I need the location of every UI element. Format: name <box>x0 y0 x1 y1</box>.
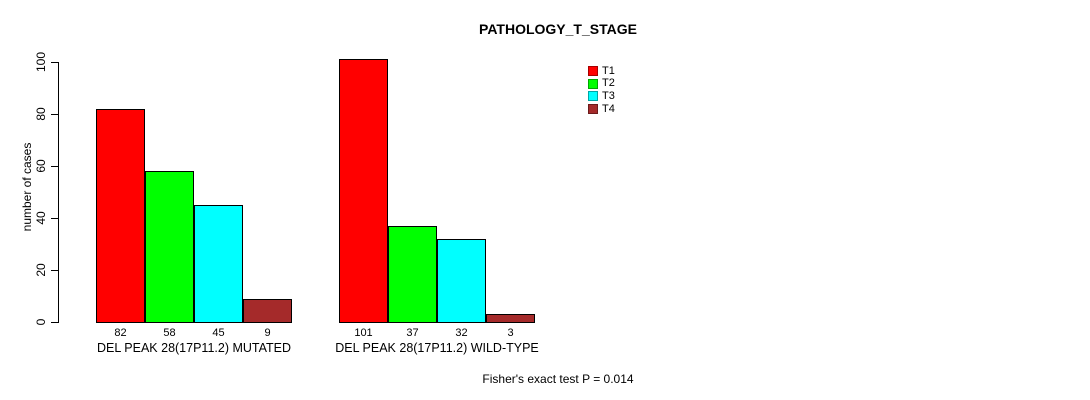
x-category-label: DEL PEAK 28(17P11.2) MUTATED <box>96 341 292 355</box>
legend-item: T3 <box>588 90 615 103</box>
y-axis-tick <box>51 218 58 219</box>
legend-swatch-t1 <box>588 66 598 77</box>
legend-label: T4 <box>602 102 615 115</box>
legend: T1 T2 T3 T4 <box>588 65 615 115</box>
y-axis-line <box>58 62 59 323</box>
bar-t4-group1 <box>243 299 292 323</box>
y-axis-tick-label: 80 <box>34 107 48 121</box>
y-axis-tick-label: 100 <box>34 51 48 73</box>
y-axis-tick-label: 20 <box>34 263 48 277</box>
legend-swatch-t3 <box>588 91 598 102</box>
legend-item: T2 <box>588 78 615 91</box>
bar-t4-group2 <box>486 314 535 323</box>
legend-label: T1 <box>602 64 615 77</box>
legend-swatch-t2 <box>588 78 598 89</box>
y-axis-tick <box>51 114 58 115</box>
y-axis-tick <box>51 166 58 167</box>
bar-t3-group2 <box>437 239 486 323</box>
legend-item: T4 <box>588 103 615 116</box>
bar-value-label: 3 <box>507 327 514 339</box>
legend-swatch-t4 <box>588 104 598 115</box>
bar-value-label: 9 <box>264 327 271 339</box>
bar-t3-group1 <box>194 205 243 323</box>
bar-t2-group1 <box>145 171 194 323</box>
bar-value-label: 45 <box>212 327 225 339</box>
x-category-label: DEL PEAK 28(17P11.2) WILD-TYPE <box>335 341 539 355</box>
bar-t1-group1 <box>96 109 145 323</box>
y-axis-tick-label: 60 <box>34 159 48 173</box>
y-axis-tick <box>51 270 58 271</box>
legend-item: T1 <box>588 65 615 78</box>
bar-value-label: 58 <box>163 327 176 339</box>
y-axis-tick <box>51 322 58 323</box>
y-axis-tick-label: 0 <box>34 318 48 326</box>
y-axis-label: number of cases <box>20 142 34 232</box>
bar-t1-group2 <box>339 59 388 323</box>
bar-t2-group2 <box>388 226 437 323</box>
stat-annotation: Fisher's exact test P = 0.014 <box>482 372 634 386</box>
bar-value-label: 82 <box>114 327 127 339</box>
legend-label: T3 <box>602 89 615 102</box>
bar-value-label: 32 <box>455 327 468 339</box>
bar-value-label: 37 <box>406 327 419 339</box>
legend-label: T2 <box>602 77 615 90</box>
bar-value-label: 101 <box>354 327 373 339</box>
y-axis-tick <box>51 62 58 63</box>
y-axis-tick-label: 40 <box>34 211 48 225</box>
chart-title: PATHOLOGY_T_STAGE <box>479 21 637 37</box>
